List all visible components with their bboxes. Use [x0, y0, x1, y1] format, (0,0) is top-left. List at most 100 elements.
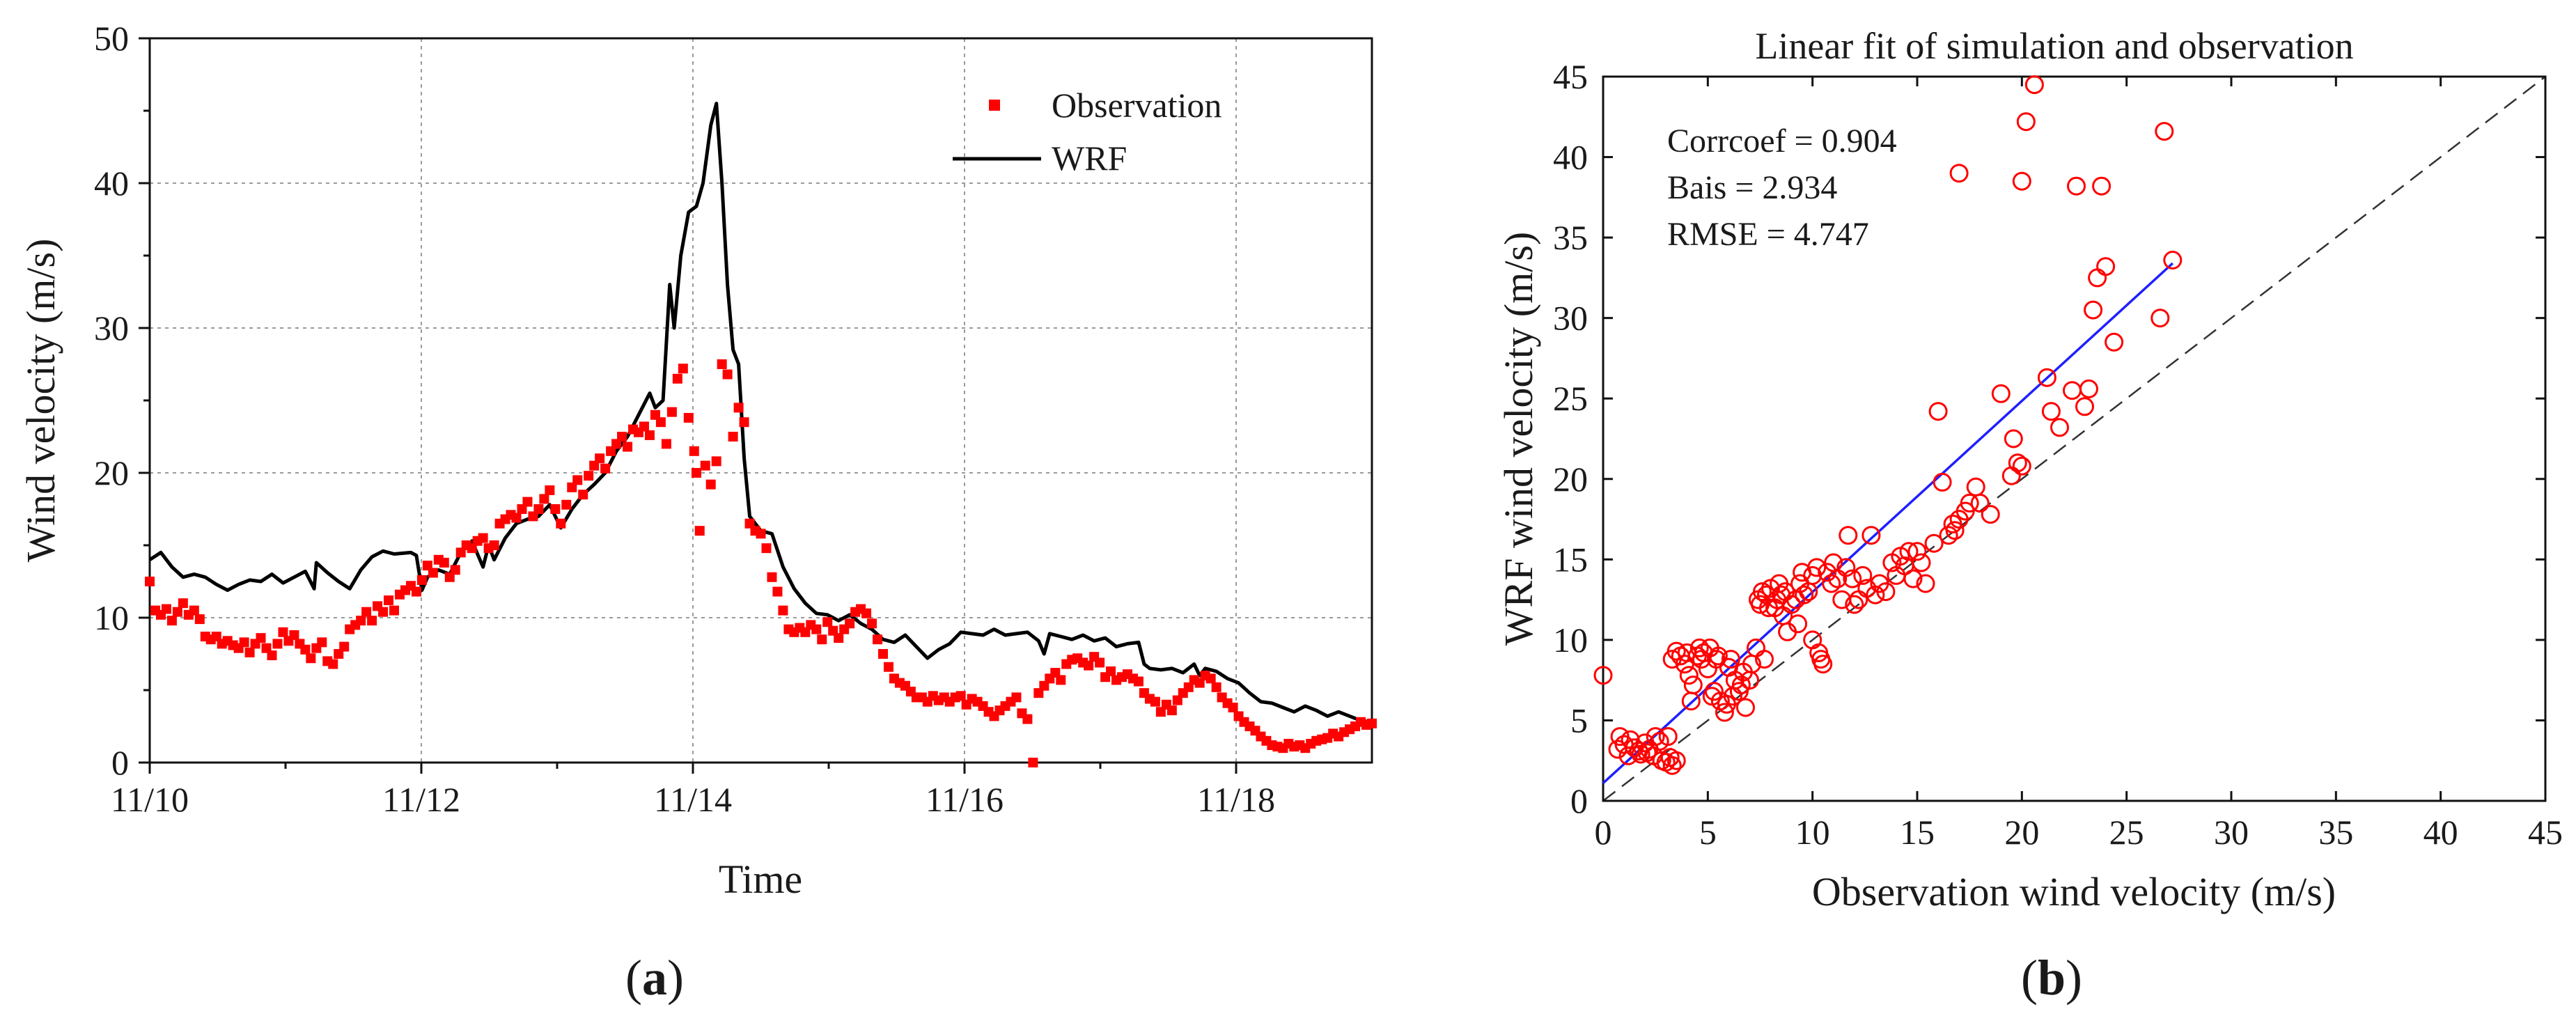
scatter-point [1899, 542, 1919, 561]
scatter-point [2092, 176, 2111, 196]
observation-point [256, 633, 266, 643]
scatter-point [1991, 384, 2011, 403]
observation-point [666, 407, 677, 417]
scatter-point [2067, 176, 2086, 196]
observation-point [161, 604, 171, 614]
scatter-point [1970, 493, 1990, 513]
bias-text: Bais = 2.934 [1667, 169, 1837, 206]
scatter-point [1721, 650, 1740, 669]
scatter-point [2163, 251, 2183, 270]
observation-point [1095, 657, 1105, 668]
panel-a-grid [150, 38, 1372, 763]
scatter-point [2037, 368, 2056, 387]
observation-point [361, 607, 372, 617]
panel-b-ticks: 0 5 10 15 20 25 30 35 40 45 0 5 10 15 20 25 30 35 40 45 [1553, 57, 2563, 852]
observation-point [511, 513, 522, 523]
panel-b-y-tick-label: 25 [1553, 379, 1588, 418]
observation-point [145, 577, 155, 586]
panel-a-x-tick-label: 11/18 [1197, 780, 1275, 819]
scatter-point [1836, 558, 1856, 577]
scatter-point [2084, 300, 2103, 320]
scatter-point [2012, 171, 2031, 191]
panel-b-y-tick-label: 35 [1553, 218, 1588, 257]
observation-point [595, 453, 605, 464]
observation-series-markers [145, 359, 1377, 767]
scatter-point [2079, 379, 2098, 398]
observation-point [728, 432, 738, 442]
observation-point [478, 533, 488, 543]
scatter-point [2075, 397, 2094, 416]
observation-point [691, 468, 701, 478]
observation-point [572, 475, 583, 485]
panel-a-legend: Observation WRF [953, 86, 1221, 178]
scatter-point [1861, 526, 1881, 545]
observation-point [767, 572, 777, 582]
observation-point [339, 641, 350, 652]
scatter-point [2096, 257, 2116, 276]
scatter-point [1658, 727, 1678, 747]
observation-point [1028, 758, 1038, 767]
scatter-point [1939, 526, 1958, 545]
panel-b-x-axis-label: Observation wind velocity (m/s) [1812, 869, 2336, 914]
panel-b-x-tick-label: 30 [2214, 813, 2249, 852]
panel-b-y-tick-label: 30 [1553, 299, 1588, 338]
panel-b-x-tick-label: 10 [1795, 813, 1830, 852]
observation-point [533, 504, 544, 514]
panel-a-x-tick-label: 11/14 [654, 780, 732, 819]
observation-point [733, 403, 744, 413]
observation-point [689, 446, 699, 456]
observation-point [578, 490, 588, 500]
scatter-point [2063, 381, 2082, 400]
observation-point [867, 618, 877, 629]
panel-b-y-tick-label: 10 [1553, 620, 1588, 659]
observation-point [678, 364, 688, 374]
observation-point [545, 485, 555, 495]
observation-point [178, 598, 188, 609]
scatter-point [1981, 505, 2000, 524]
panel-b-label: (b) [2021, 950, 2082, 1006]
observation-point [661, 439, 671, 449]
scatter-point [1715, 703, 1734, 722]
observation-point [561, 499, 572, 510]
scatter-point [1753, 582, 1772, 602]
panel-b-scatter: Linear fit of simulation and observation… [1496, 25, 2563, 1006]
observation-point [617, 432, 627, 442]
scatter-point [2012, 456, 2031, 476]
panel-b-x-tick-label: 5 [1699, 813, 1717, 852]
panel-a-label: (a) [625, 950, 684, 1006]
observation-point [584, 471, 594, 481]
observation-point [861, 608, 872, 618]
legend-wrf-label: WRF [1052, 139, 1127, 178]
rmse-text: RMSE = 4.747 [1667, 216, 1869, 253]
panel-b-x-tick-label: 15 [1900, 813, 1935, 852]
observation-point [1150, 696, 1160, 707]
scatter-point [2050, 418, 2069, 437]
observation-point [1367, 718, 1377, 728]
observation-point [817, 634, 827, 645]
observation-point [239, 637, 249, 648]
scatter-point [1662, 756, 1682, 775]
observation-point [772, 586, 783, 597]
panel-a-y-tick-label: 30 [94, 309, 129, 347]
panel-a-x-tick-label: 11/10 [111, 780, 189, 819]
observation-point [367, 616, 377, 626]
scatter-point [1933, 472, 1952, 492]
observation-point [722, 369, 733, 380]
scatter-point [2016, 112, 2036, 132]
scatter-point [1843, 569, 1862, 588]
panel-b-y-tick-label: 45 [1553, 57, 1588, 96]
one-to-one-reference-line [1602, 76, 2546, 802]
observation-point [705, 479, 716, 490]
scatter-point [2001, 466, 2021, 485]
legend-observation-label: Observation [1052, 86, 1221, 125]
scatter-point [1945, 521, 1965, 540]
scatter-point [1646, 727, 1665, 747]
linear-fit-line [1602, 262, 2173, 784]
observation-point [289, 630, 299, 640]
panel-a-y-tick-label: 10 [94, 598, 129, 637]
observation-point [450, 565, 460, 575]
panel-b-title: Linear fit of simulation and observation [1755, 25, 2353, 67]
observation-point [356, 616, 366, 626]
observation-point [300, 644, 311, 655]
scatter-point [1876, 582, 1896, 602]
